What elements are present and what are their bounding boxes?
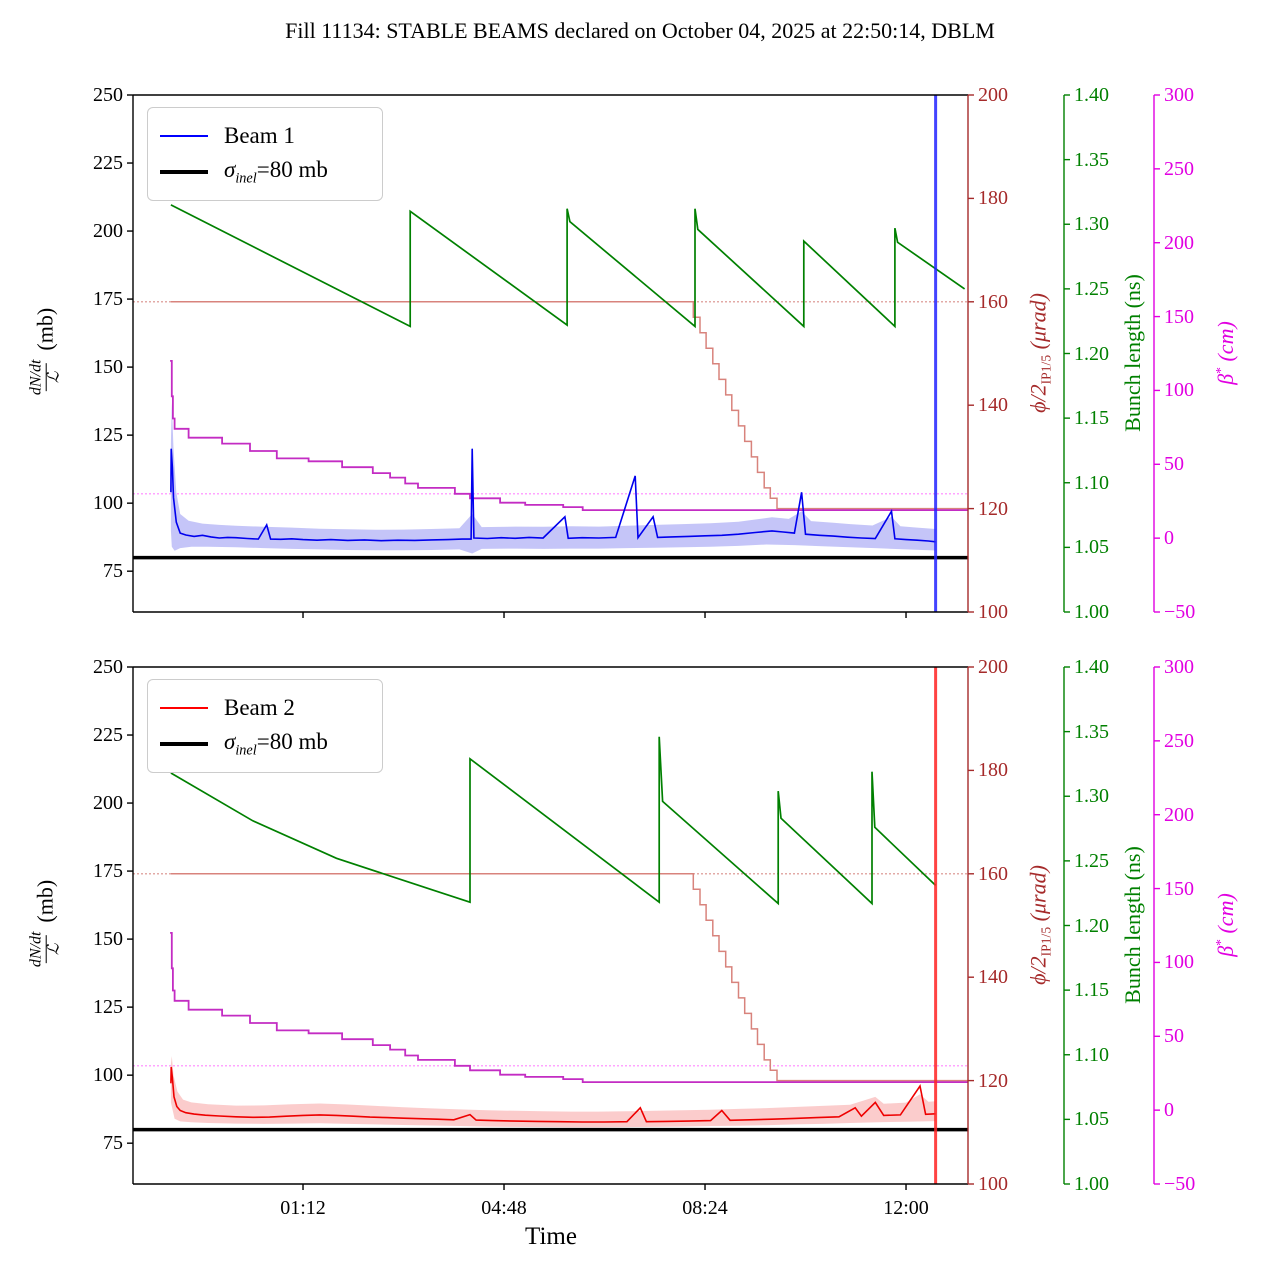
y-tick-label-bstar: 150 (1164, 305, 1194, 328)
y-tick-label-bunch: 1.20 (1074, 342, 1109, 365)
y-tick-label-ratio: 225 (93, 152, 123, 175)
y-tick-label-xing: 160 (978, 290, 1008, 313)
figure-title: Fill 11134: STABLE BEAMS declared on Oct… (285, 18, 995, 43)
y-tick-label-ratio: 150 (93, 356, 123, 379)
y-tick-label-bstar: 0 (1164, 1099, 1174, 1122)
y-axis-label-crossing-angle-bottom: ϕ/2IP1/5 (μrad) (1025, 865, 1054, 985)
y-tick-label-bstar: 150 (1164, 877, 1194, 900)
y-tick-label-ratio: 250 (93, 84, 123, 106)
y-tick-label-bstar: 100 (1164, 951, 1194, 974)
x-tick-label: 04:48 (481, 1197, 527, 1219)
y-axis-label-bunch-length-bottom: Bunch length (ns) (1120, 846, 1145, 1004)
y-tick-label-bunch: 1.20 (1074, 914, 1109, 937)
y-tick-label-ratio: 75 (103, 1132, 123, 1155)
y-tick-label-xing: 100 (978, 601, 1008, 623)
y-tick-label-bunch: 1.35 (1074, 148, 1109, 171)
legend-entry-sigma-bottom: σinel=80 mb (160, 726, 364, 762)
y-tick-label-bunch: 1.15 (1074, 407, 1109, 430)
y-tick-label-xing: 140 (978, 966, 1008, 989)
legend-label-sigma-bottom: σinel=80 mb (224, 728, 328, 759)
y-tick-label-bstar: −50 (1164, 1173, 1196, 1195)
y-axis-label-beta-star-bottom: β* (cm) (1212, 893, 1239, 957)
x-axis-label: Time (525, 1223, 577, 1250)
y-tick-label-bunch: 1.10 (1074, 471, 1109, 494)
sigma-line-sample (160, 742, 208, 746)
y-tick-label-bunch: 1.30 (1074, 785, 1109, 808)
y-tick-label-bstar: 300 (1164, 84, 1194, 106)
y-tick-label-bunch: 1.40 (1074, 656, 1109, 678)
y-axis-label-crossing-angle-top: ϕ/2IP1/5 (μrad) (1025, 293, 1054, 413)
y-tick-label-bstar: −50 (1164, 601, 1196, 623)
y-tick-label-ratio: 200 (93, 220, 123, 243)
y-tick-label-bunch: 1.30 (1074, 213, 1109, 236)
x-tick-label: 12:00 (883, 1197, 929, 1219)
y-tick-label-ratio: 200 (93, 792, 123, 815)
sigma-line-sample (160, 170, 208, 174)
y-tick-label-bstar: 100 (1164, 379, 1194, 402)
y-tick-label-bunch: 1.05 (1074, 536, 1109, 559)
legend-entry-sigma-top: σinel=80 mb (160, 154, 364, 190)
y-tick-label-bstar: 200 (1164, 231, 1194, 254)
y-tick-label-xing: 160 (978, 862, 1008, 885)
y-tick-label-bstar: 200 (1164, 803, 1194, 826)
y-tick-label-bunch: 1.35 (1074, 720, 1109, 743)
legend-beam2: Beam 2 σinel=80 mb (147, 679, 383, 773)
y-tick-label-xing: 140 (978, 394, 1008, 417)
y-tick-label-ratio: 75 (103, 560, 123, 583)
y-tick-label-bstar: 300 (1164, 656, 1194, 678)
legend-beam1: Beam 1 σinel=80 mb (147, 107, 383, 201)
y-axis-label-beta-star-top: β* (cm) (1212, 321, 1239, 385)
legend-entry-beam2: Beam 2 (160, 690, 364, 726)
y-tick-label-xing: 100 (978, 1173, 1008, 1195)
y-tick-label-ratio: 225 (93, 724, 123, 747)
y-tick-label-xing: 180 (978, 187, 1008, 210)
y-axis-label-ratio-bottom: dN/dt ℒ (mb) (27, 879, 64, 968)
y-tick-label-ratio: 175 (93, 288, 123, 311)
x-tick-label: 08:24 (682, 1197, 728, 1219)
y-tick-label-bunch: 1.15 (1074, 979, 1109, 1002)
legend-entry-beam1: Beam 1 (160, 118, 364, 154)
y-tick-label-ratio: 100 (93, 1064, 123, 1087)
y-tick-label-ratio: 250 (93, 656, 123, 678)
y-tick-label-ratio: 125 (93, 996, 123, 1019)
beam2-line-sample (160, 707, 208, 709)
y-tick-label-bunch: 1.25 (1074, 849, 1109, 872)
y-tick-label-xing: 200 (978, 656, 1008, 678)
y-tick-label-bunch: 1.05 (1074, 1108, 1109, 1131)
legend-label-sigma-top: σinel=80 mb (224, 156, 328, 187)
x-tick-label: 01:12 (280, 1197, 326, 1219)
y-tick-label-bunch: 1.10 (1074, 1043, 1109, 1066)
y-tick-label-bstar: 50 (1164, 453, 1184, 476)
legend-label-beam1: Beam 1 (224, 123, 295, 148)
y-tick-label-ratio: 125 (93, 424, 123, 447)
y-tick-label-bunch: 1.40 (1074, 84, 1109, 106)
legend-label-beam2: Beam 2 (224, 695, 295, 720)
y-tick-label-ratio: 150 (93, 928, 123, 951)
y-tick-label-bstar: 250 (1164, 729, 1194, 752)
y-tick-label-xing: 180 (978, 759, 1008, 782)
y-tick-label-ratio: 175 (93, 860, 123, 883)
y-tick-label-bstar: 50 (1164, 1025, 1184, 1048)
y-tick-label-bunch: 1.00 (1074, 601, 1109, 623)
y-tick-label-ratio: 100 (93, 492, 123, 515)
y-axis-label-ratio-top: dN/dt ℒ (mb) (27, 307, 64, 396)
beam1-line-sample (160, 135, 208, 137)
y-tick-label-bunch: 1.25 (1074, 277, 1109, 300)
y-tick-label-xing: 120 (978, 497, 1008, 520)
y-tick-label-xing: 200 (978, 84, 1008, 106)
y-axis-label-bunch-length-top: Bunch length (ns) (1120, 274, 1145, 432)
y-tick-label-xing: 120 (978, 1069, 1008, 1092)
y-tick-label-bstar: 250 (1164, 157, 1194, 180)
y-tick-label-bstar: 0 (1164, 527, 1174, 550)
y-tick-label-bunch: 1.00 (1074, 1173, 1109, 1195)
